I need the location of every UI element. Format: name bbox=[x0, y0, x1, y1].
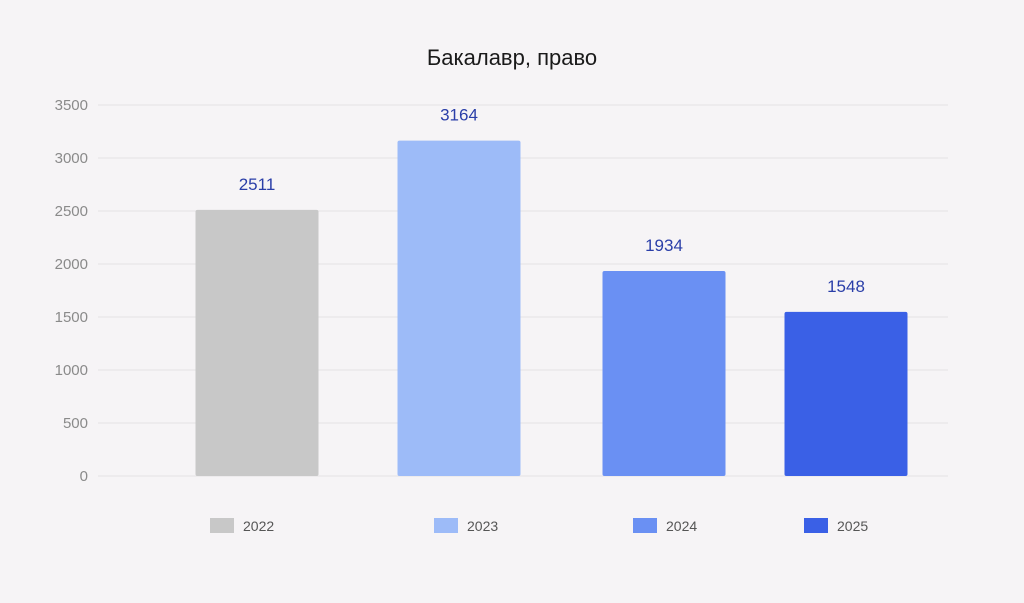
y-tick-label: 1500 bbox=[55, 309, 88, 326]
y-tick-label: 500 bbox=[63, 415, 88, 432]
y-tick-label: 3000 bbox=[55, 150, 88, 167]
y-tick-label: 0 bbox=[80, 468, 88, 485]
legend-swatch-2024 bbox=[633, 518, 657, 533]
bar-2024 bbox=[602, 270, 726, 476]
legend-label-2023: 2023 bbox=[467, 518, 498, 534]
data-label-2023: 3164 bbox=[440, 106, 478, 125]
data-label-2025: 1548 bbox=[827, 277, 865, 296]
chart-title: Бакалавр, право bbox=[427, 45, 597, 70]
data-label-2022: 2511 bbox=[239, 175, 276, 194]
legend-label-2025: 2025 bbox=[837, 518, 868, 534]
legend-label-2022: 2022 bbox=[243, 518, 274, 534]
data-labels: 2511 3164 1934 1548 bbox=[239, 106, 865, 296]
y-tick-label: 1000 bbox=[55, 362, 88, 379]
bar-2022 bbox=[195, 209, 319, 477]
data-label-2024: 1934 bbox=[645, 236, 683, 255]
legend: 2022 2023 2024 2025 bbox=[210, 518, 868, 534]
bar-2025 bbox=[784, 311, 908, 476]
legend-swatch-2022 bbox=[210, 518, 234, 533]
legend-label-2024: 2024 bbox=[666, 518, 697, 534]
y-tick-label: 2500 bbox=[55, 203, 88, 220]
y-tick-label: 2000 bbox=[55, 256, 88, 273]
y-axis-ticks: 0 500 1000 1500 2000 2500 3000 3500 bbox=[55, 97, 88, 485]
bar-2023 bbox=[397, 140, 521, 476]
legend-swatch-2025 bbox=[804, 518, 828, 533]
y-tick-label: 3500 bbox=[55, 97, 88, 114]
legend-swatch-2023 bbox=[434, 518, 458, 533]
bars bbox=[195, 140, 908, 477]
